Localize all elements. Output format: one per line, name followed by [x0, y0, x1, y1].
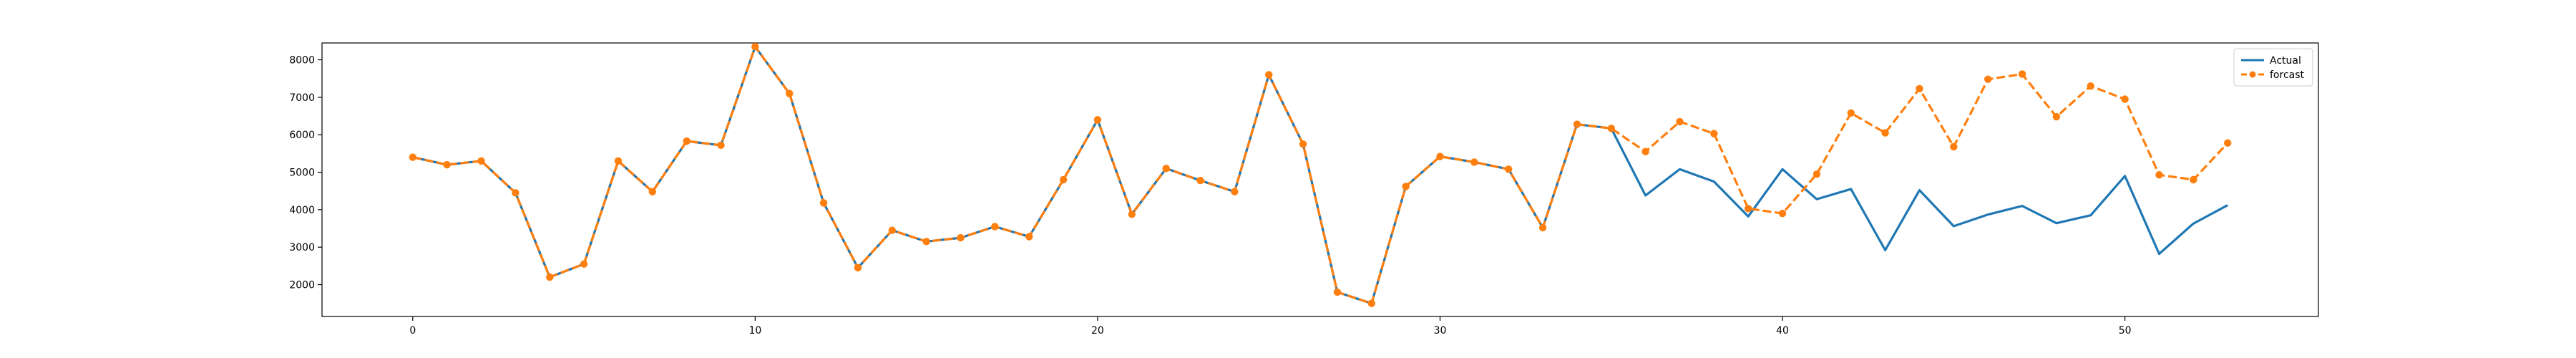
- data-point-forcast: [1162, 165, 1170, 173]
- y-tick-label: 7000: [289, 92, 315, 104]
- y-tick-label: 6000: [289, 130, 315, 141]
- data-point-forcast: [888, 226, 897, 234]
- data-point-forcast: [648, 188, 657, 195]
- legend-marker-forcast: [2249, 71, 2256, 78]
- data-point-forcast: [751, 43, 759, 51]
- data-point-forcast: [580, 260, 588, 268]
- data-point-forcast: [1128, 210, 1136, 218]
- data-point-forcast: [786, 90, 794, 97]
- data-point-forcast: [2087, 82, 2094, 90]
- x-tick-label: 40: [1776, 325, 1789, 337]
- data-point-forcast: [1196, 176, 1204, 185]
- data-point-forcast: [1778, 209, 1787, 218]
- data-point-forcast: [477, 157, 485, 165]
- data-point-forcast: [1299, 140, 1307, 148]
- data-point-forcast: [614, 157, 623, 165]
- data-point-forcast: [1538, 223, 1547, 232]
- data-point-forcast: [717, 141, 725, 150]
- data-point-forcast: [1847, 109, 1855, 117]
- x-tick-label: 20: [1091, 325, 1104, 337]
- data-point-forcast: [512, 189, 519, 197]
- data-point-forcast: [2155, 170, 2163, 179]
- data-point-forcast: [1505, 165, 1513, 173]
- series-line-forcast: [412, 45, 2229, 305]
- legend-label-actual: Actual: [2270, 55, 2301, 67]
- data-point-forcast: [443, 160, 451, 169]
- data-point-forcast: [1231, 188, 1239, 195]
- data-point-forcast: [991, 223, 999, 231]
- y-tick-label: 2000: [289, 280, 315, 291]
- data-point-forcast: [819, 199, 828, 207]
- data-point-forcast: [2190, 175, 2197, 184]
- series-line-actual: [412, 45, 2228, 305]
- data-point-forcast: [2018, 70, 2026, 78]
- data-point-forcast: [957, 233, 965, 242]
- data-point-forcast: [1333, 288, 1342, 296]
- x-tick-label: 30: [1434, 325, 1447, 337]
- data-point-forcast: [1265, 71, 1273, 79]
- x-tick-label: 10: [748, 325, 761, 337]
- data-point-forcast: [1573, 120, 1581, 128]
- data-point-forcast: [1881, 129, 1889, 137]
- y-tick-label: 3000: [289, 242, 315, 253]
- data-point-forcast: [922, 238, 930, 246]
- data-point-forcast: [409, 153, 417, 161]
- data-point-forcast: [1916, 84, 1923, 93]
- y-tick-label: 8000: [289, 55, 315, 67]
- data-point-forcast: [1470, 158, 1478, 166]
- data-point-forcast: [1607, 125, 1615, 132]
- data-point-forcast: [546, 273, 554, 281]
- legend: Actual forcast: [2233, 48, 2313, 87]
- data-point-forcast: [1436, 153, 1444, 160]
- data-point-forcast: [1950, 142, 1958, 151]
- x-tick-label: 50: [2119, 325, 2132, 337]
- data-point-forcast: [2052, 112, 2061, 121]
- data-point-forcast: [1059, 175, 1068, 184]
- data-point-forcast: [1984, 75, 1992, 83]
- data-point-forcast: [1641, 147, 1649, 155]
- x-tick-label: 0: [409, 325, 416, 337]
- data-point-forcast: [1744, 205, 1752, 213]
- plot-area: 0 10 20 30 40 50 2000 3000 4000 5000 6000 7000 8000 A…: [289, 42, 2319, 337]
- data-point-forcast: [1367, 299, 1375, 307]
- data-point-forcast: [1025, 233, 1033, 241]
- data-point-forcast: [1813, 170, 1821, 178]
- y-tick-label: 4000: [289, 205, 315, 216]
- data-point-forcast: [1676, 117, 1684, 126]
- axes-frame: [321, 42, 2319, 317]
- data-point-forcast: [1093, 116, 1102, 124]
- data-point-forcast: [2121, 95, 2129, 103]
- data-point-forcast: [854, 263, 862, 272]
- data-point-forcast: [683, 137, 691, 145]
- y-tick-label: 5000: [289, 168, 315, 179]
- data-point-forcast: [1402, 183, 1410, 190]
- data-point-forcast: [1710, 130, 1718, 137]
- legend-label-forcast: forcast: [2270, 69, 2305, 81]
- data-point-forcast: [2223, 139, 2232, 147]
